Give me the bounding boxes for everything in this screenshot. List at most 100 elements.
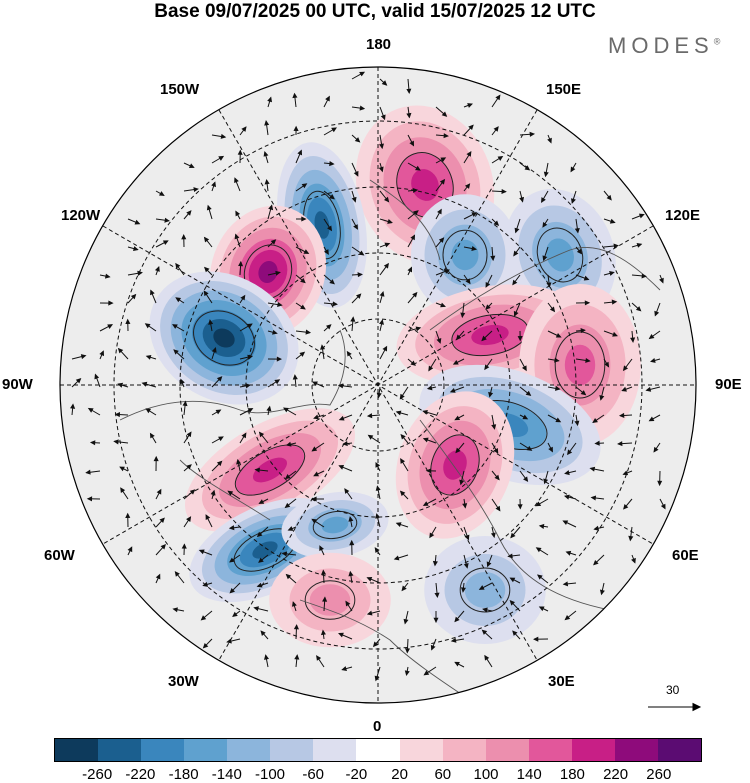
wind-vector-head — [379, 143, 384, 150]
wind-vector-head — [460, 312, 466, 319]
wind-vector-head — [423, 670, 430, 676]
wind-vector-head — [564, 494, 570, 500]
registered-mark: ® — [713, 36, 721, 47]
wind-vector-head — [574, 227, 580, 234]
wind-vector-head — [439, 178, 446, 185]
anomaly-contour — [258, 260, 278, 284]
wind-vector-head — [254, 467, 260, 473]
wind-vector-head — [580, 328, 586, 334]
wind-vector-head — [512, 279, 518, 286]
wind-vector-head — [216, 460, 223, 467]
wind-vector-head — [593, 525, 600, 531]
wind-vector-head — [514, 227, 520, 234]
wind-vector-head — [495, 94, 501, 101]
colorbar-swatch-4 — [227, 739, 271, 761]
colorbar-swatch-9 — [442, 739, 486, 761]
wind-vector-head — [108, 300, 114, 306]
wind-vector-head — [211, 181, 216, 188]
wind-vector-head — [547, 137, 552, 144]
wind-vector-head — [406, 112, 412, 119]
wind-vector-head — [488, 391, 494, 398]
wind-vector-head — [509, 577, 516, 583]
wind-vector-head — [338, 465, 345, 470]
lon-label-180: 180 — [366, 36, 392, 53]
wind-vector-head — [70, 403, 76, 409]
wind-vector-head — [399, 490, 406, 497]
wind-vector-head — [409, 140, 415, 147]
wind-vector-head — [523, 476, 529, 483]
wind-vector-head — [188, 163, 195, 169]
colorbar — [54, 738, 702, 762]
wind-vector-head — [459, 479, 465, 486]
wind-vector-head — [403, 618, 409, 625]
wind-vector-head — [236, 458, 242, 465]
wind-vector-head — [452, 359, 459, 365]
wind-vector-head — [348, 516, 354, 522]
wind-vector-head — [567, 449, 573, 456]
wind-vector-head — [125, 318, 131, 325]
wind-vector-head — [227, 490, 234, 496]
wind-vector-head — [430, 644, 436, 651]
colorbar-tick-label: -220 — [125, 766, 156, 783]
wind-vector-head — [648, 416, 655, 422]
wind-vector-head — [173, 349, 179, 355]
wind-vector-head — [272, 329, 278, 335]
wind-vector-head — [429, 532, 435, 539]
wind-vector-head — [542, 221, 548, 228]
wind-vector-head — [510, 532, 516, 539]
wind-vector-head — [529, 131, 536, 137]
wind-vector-head — [292, 374, 298, 380]
wind-vector-head — [218, 436, 224, 442]
height-contour-line — [312, 510, 358, 540]
wind-vector-head — [181, 234, 187, 240]
anomaly-western-europe-low — [424, 536, 546, 644]
wind-vector-head — [276, 356, 283, 362]
anomaly-contour — [464, 572, 506, 608]
wind-vector-head — [357, 272, 363, 278]
wind-vector-head — [574, 420, 580, 427]
wind-vector-head — [395, 522, 402, 528]
wind-vector-head — [494, 474, 500, 481]
wind-vector-head — [501, 188, 507, 194]
wind-vector-head — [256, 531, 263, 538]
wind-vector-head — [297, 149, 303, 156]
coastline-africa-north — [299, 599, 471, 701]
wind-vector-head — [234, 233, 240, 240]
wind-vector-head — [80, 354, 87, 360]
wind-vector-head — [372, 641, 379, 648]
wind-vector-head — [484, 654, 490, 661]
wind-vector-head — [258, 431, 265, 438]
wind-vector-head — [379, 290, 385, 297]
wind-vector-head — [270, 239, 277, 245]
height-contour-line — [193, 310, 255, 366]
wind-vector-head — [415, 165, 421, 171]
wind-vector-head — [589, 466, 596, 472]
map-border — [59, 66, 697, 704]
wind-vector-head — [653, 446, 659, 453]
wind-vector-head — [412, 291, 418, 298]
lon-label-60e: 60E — [672, 547, 699, 564]
wind-vector-head — [490, 255, 496, 262]
wind-vector-head — [321, 569, 327, 575]
wind-vector-head — [85, 469, 91, 475]
lon-label-150w: 150W — [160, 81, 200, 98]
wind-vector-head — [353, 224, 358, 230]
wind-vector-head — [228, 525, 235, 531]
wind-vector-head — [659, 277, 664, 284]
wind-vector-head — [562, 520, 569, 526]
colorbar-tick-label: 60 — [434, 766, 452, 783]
wind-vector-head — [234, 177, 239, 184]
wind-vector-head — [441, 111, 448, 117]
wind-vector-head — [316, 655, 322, 661]
wind-vector-head — [548, 446, 553, 453]
wind-vector-head — [434, 592, 440, 599]
wind-vector-head — [294, 654, 300, 660]
wind-vector-head — [355, 293, 362, 299]
wind-vector-head — [240, 294, 246, 301]
wind-vector-head — [493, 126, 499, 132]
wind-vector-head — [549, 306, 556, 313]
brand-text: MODES — [608, 33, 714, 58]
wind-vector-head — [484, 364, 490, 371]
wind-vector-head — [87, 407, 94, 413]
wind-vector-head — [282, 407, 289, 413]
